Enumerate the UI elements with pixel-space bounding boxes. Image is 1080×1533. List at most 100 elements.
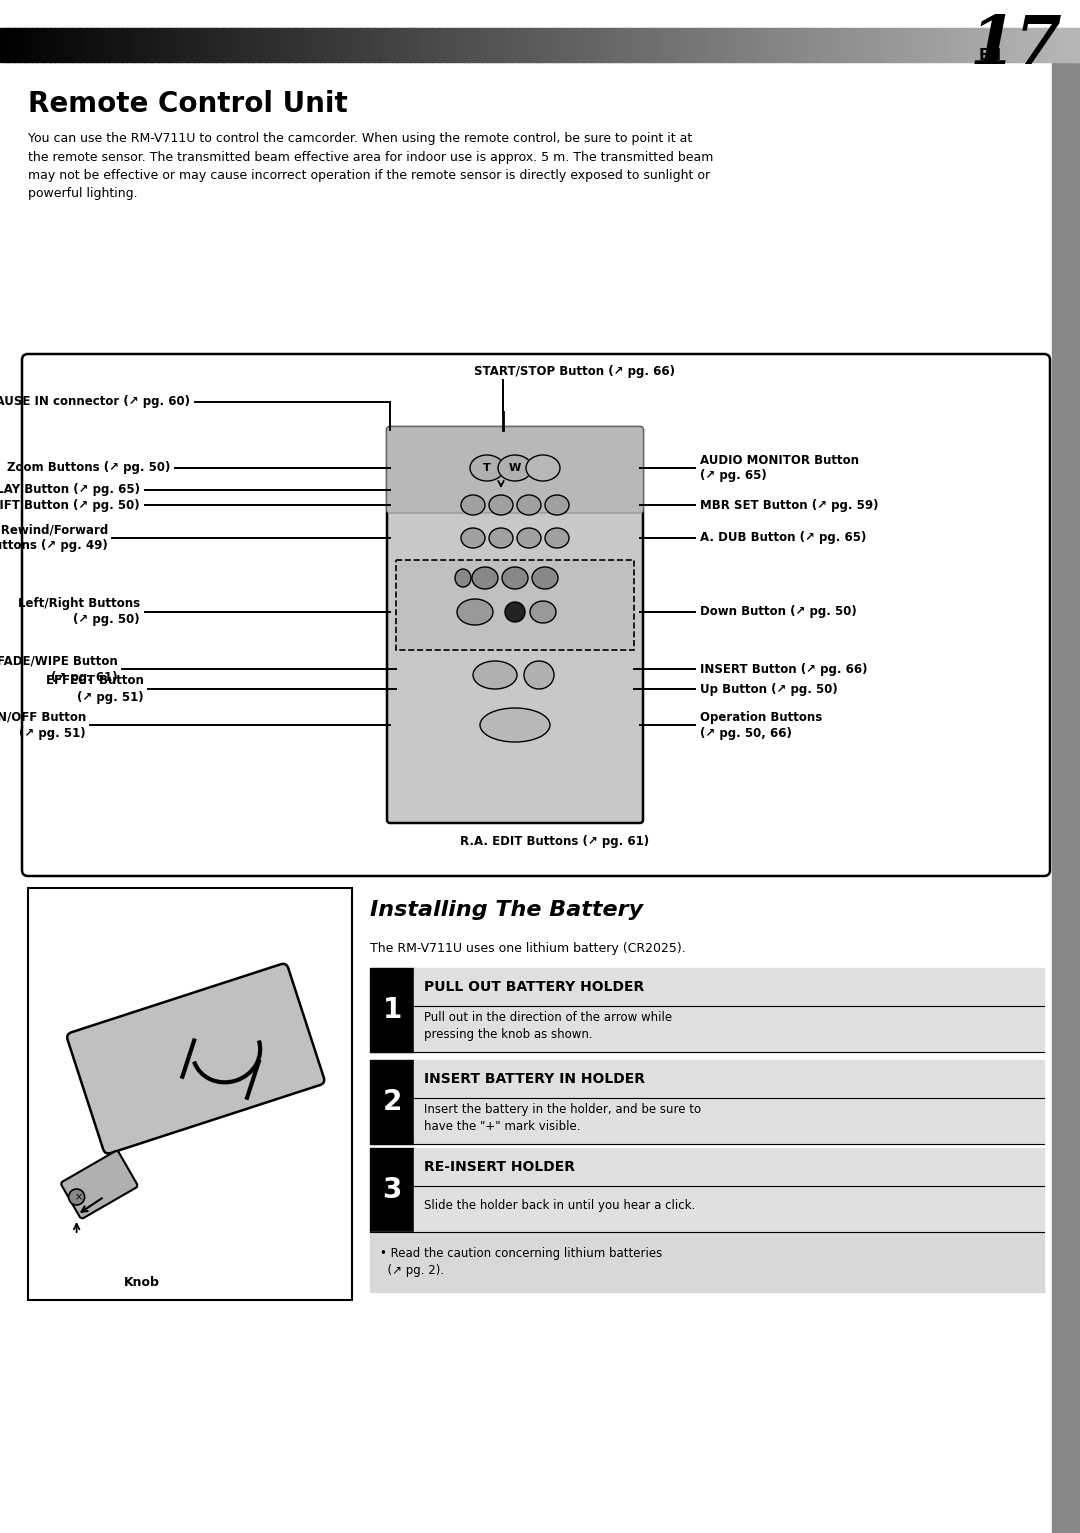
Bar [313,28,318,61]
Bar [994,28,998,61]
Bar [572,28,577,61]
Bar [338,28,342,61]
Bar [370,1059,414,1144]
Bar [1001,28,1004,61]
Bar [184,28,188,61]
Bar [608,28,612,61]
Bar [414,967,1044,1052]
Bar [119,28,123,61]
Bar [370,28,375,61]
Bar [97,28,102,61]
Bar [270,28,274,61]
Bar [472,28,475,61]
Text: Left/Right Buttons: Left/Right Buttons [18,598,140,610]
Text: 17: 17 [969,12,1062,78]
Bar [43,28,48,61]
Ellipse shape [545,527,569,547]
Bar [532,28,537,61]
Bar [864,28,868,61]
Bar [252,28,256,61]
Bar [418,28,421,61]
Bar [1023,28,1026,61]
Bar [414,1148,1044,1233]
Bar [414,28,418,61]
Ellipse shape [526,455,561,481]
Bar [316,28,321,61]
Text: Installing The Battery: Installing The Battery [370,900,643,920]
Text: • Read the caution concerning lithium batteries
  (↗ pg. 2).: • Read the caution concerning lithium ba… [380,1246,662,1277]
Bar [342,28,346,61]
Bar [25,28,29,61]
Bar [759,28,764,61]
Bar [990,28,994,61]
Bar [597,28,602,61]
Bar [0,28,4,61]
Bar [929,28,933,61]
Bar [202,28,205,61]
Bar [100,28,105,61]
Bar [176,28,180,61]
Bar [198,28,202,61]
Bar [54,28,58,61]
Bar [515,28,518,61]
FancyBboxPatch shape [62,1151,137,1219]
Bar [1034,28,1037,61]
Bar [461,28,464,61]
Bar [1004,28,1009,61]
Bar [828,28,832,61]
Bar [853,28,858,61]
Text: Insert the battery in the holder, and be sure to
have the "+" mark visible.: Insert the battery in the holder, and be… [424,1104,701,1133]
Text: PAUSE IN connector (↗ pg. 60): PAUSE IN connector (↗ pg. 60) [0,396,190,408]
Bar [580,28,583,61]
Bar [464,28,469,61]
Bar [208,28,213,61]
Bar [886,28,890,61]
Bar [273,28,278,61]
Bar [616,28,620,61]
Bar [699,28,702,61]
Bar [961,28,966,61]
Bar [569,28,572,61]
Bar [478,28,483,61]
Bar [691,28,696,61]
Bar [497,28,501,61]
Bar [421,28,426,61]
Bar [788,28,793,61]
Bar [83,28,86,61]
Ellipse shape [517,527,541,547]
Ellipse shape [455,569,471,587]
Bar [986,28,990,61]
Bar [904,28,907,61]
Bar [356,28,361,61]
Bar [634,28,637,61]
Bar [522,28,526,61]
Text: (↗ pg. 65): (↗ pg. 65) [700,469,767,483]
Bar [792,28,796,61]
Text: Operation Buttons: Operation Buttons [700,710,822,724]
Bar [602,28,605,61]
Bar [910,28,915,61]
Bar [1077,28,1080,61]
Bar [57,28,62,61]
Bar [586,28,591,61]
Bar [400,28,404,61]
Bar [889,28,893,61]
Bar [364,28,367,61]
Bar [133,28,137,61]
Ellipse shape [530,601,556,622]
Bar [259,28,264,61]
Bar [370,1148,414,1233]
Ellipse shape [480,708,550,742]
Bar [468,28,472,61]
Bar [540,28,544,61]
Bar [918,28,922,61]
Bar [738,28,742,61]
Bar [943,28,947,61]
Bar [716,28,720,61]
Text: Down Button (↗ pg. 50): Down Button (↗ pg. 50) [700,606,856,618]
Text: Buttons (↗ pg. 49): Buttons (↗ pg. 49) [0,540,108,552]
FancyBboxPatch shape [67,964,324,1153]
Bar [29,28,32,61]
Ellipse shape [524,661,554,688]
Bar [154,28,159,61]
